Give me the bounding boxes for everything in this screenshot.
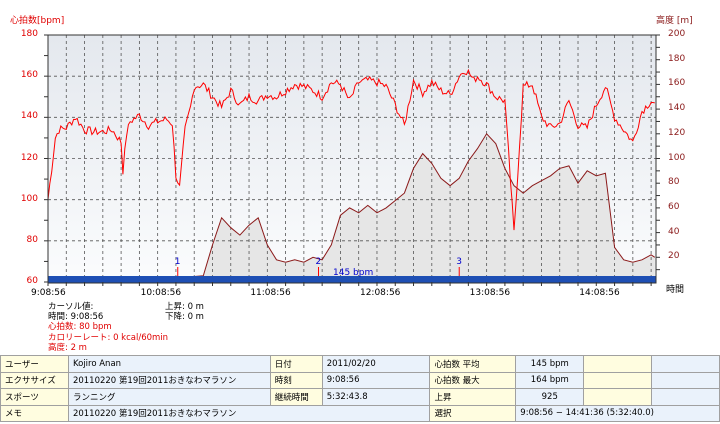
average-label: 145 bpm: [333, 268, 373, 278]
y-left-tick-label: 60: [26, 276, 38, 286]
y-right-tick-label: 100: [668, 152, 686, 163]
cursor-time: 時間: 9:08:56: [48, 312, 104, 323]
y-left-tick-label: 160: [20, 70, 38, 81]
hr-max-value: 164 bpm: [515, 371, 585, 389]
y-right-tick-label: 180: [668, 53, 686, 64]
ascent-value: 925: [515, 388, 585, 406]
cursor-heart-rate: 心拍数: 80 bpm: [48, 322, 112, 333]
duration-label: 継続時間: [269, 388, 323, 406]
user-value: Kojiro Anan: [67, 355, 271, 373]
cursor-descent: 下降: 0 m: [165, 312, 204, 323]
empty-label-cell: [583, 355, 653, 373]
y-right-tick-label: 20: [668, 251, 680, 262]
y-right-tick-label: 140: [668, 103, 686, 114]
x-tick-label: 13:08:56: [469, 288, 511, 298]
cursor-ascent: 上昇: 0 m: [165, 302, 204, 312]
heart-rate-altitude-chart[interactable]: 145 bpm 1 2 3: [0, 0, 720, 300]
cursor-ascent-panel: 上昇: 0 m 下降: 0 m: [165, 302, 204, 322]
table-row: スポーツ ランニング 継続時間 5:32:43.8 上昇 925: [0, 388, 720, 406]
x-axis-title: 時間: [666, 285, 685, 295]
cursor-title: カーソル値:: [48, 302, 94, 312]
heart-rate-line: [47, 68, 655, 231]
selection-label: 選択: [429, 404, 517, 422]
y-right-tick-label: 200: [668, 29, 686, 39]
hr-max-label: 心拍数 最大: [429, 371, 517, 389]
empty-label-cell: [583, 388, 653, 406]
exercise-value: 20110220 第19回2011おきなわマラソン: [67, 371, 271, 389]
y-right-tick-label: 80: [668, 177, 680, 188]
y-left-tick-label: 120: [20, 152, 38, 163]
y-right-tick-label: 120: [668, 127, 686, 138]
selection-value: 9:08:56 − 14:41:36 (5:32:40.0): [515, 404, 720, 422]
memo-label: メモ: [0, 404, 69, 422]
left-axis-title: 心拍数[bpm]: [10, 16, 65, 26]
summary-table: ユーザー Kojiro Anan 日付 2011/02/20 心拍数 平均 14…: [0, 355, 720, 422]
user-label: ユーザー: [0, 355, 69, 373]
ascent-label: 上昇: [429, 388, 517, 406]
y-right-tick-label: 160: [668, 78, 686, 89]
x-tick-label: 11:08:56: [250, 288, 291, 298]
cursor-calorie-rate: カロリーレート: 0 kcal/60min: [48, 332, 169, 343]
sport-label: スポーツ: [0, 388, 69, 406]
x-tick-label: 12:08:56: [359, 288, 401, 298]
y-left-tick-label: 180: [20, 29, 38, 39]
exercise-label: エクササイズ: [0, 371, 69, 389]
date-value: 2011/02/20: [321, 355, 431, 373]
memo-value: 20110220 第19回2011おきなわマラソン: [67, 404, 431, 422]
right-axis-title: 高度 [m]: [656, 16, 693, 26]
lap-marker-label: 1: [175, 257, 181, 267]
time-value: 9:08:56: [321, 371, 431, 389]
hr-avg-value: 145 bpm: [515, 355, 585, 373]
table-row: エクササイズ 20110220 第19回2011おきなわマラソン 時刻 9:08…: [0, 371, 720, 389]
time-label: 時刻: [269, 371, 323, 389]
altitude-line: [48, 132, 656, 280]
y-left-tick-label: 100: [20, 193, 38, 204]
x-tick-label: 9:08:56: [31, 288, 66, 298]
y-left-tick-label: 80: [26, 234, 38, 245]
lap-marker-label: 2: [315, 257, 321, 267]
y-right-tick-label: 40: [668, 226, 680, 237]
x-tick-label: 14:08:56: [579, 288, 620, 298]
average-bar: [48, 276, 656, 283]
hr-avg-label: 心拍数 平均: [429, 355, 517, 373]
table-row: メモ 20110220 第19回2011おきなわマラソン 選択 9:08:56 …: [0, 404, 720, 422]
cursor-altitude: 高度: 2 m: [48, 342, 87, 353]
cursor-values-panel: カーソル値: 時間: 9:08:56 心拍数: 80 bpm カロリーレート: …: [48, 302, 168, 353]
empty-value-cell: [651, 388, 720, 406]
empty-value-cell: [651, 355, 720, 373]
empty-label-cell: [583, 371, 653, 389]
lap-marker-label: 3: [456, 257, 462, 267]
y-right-tick-label: 60: [668, 201, 680, 212]
y-left-tick-label: 140: [20, 111, 38, 122]
empty-value-cell: [651, 371, 720, 389]
duration-value: 5:32:43.8: [321, 388, 431, 406]
x-tick-label: 10:08:56: [140, 288, 182, 298]
sport-value: ランニング: [67, 388, 271, 406]
altitude-area: [48, 133, 655, 282]
table-row: ユーザー Kojiro Anan 日付 2011/02/20 心拍数 平均 14…: [0, 355, 720, 373]
date-label: 日付: [269, 355, 323, 373]
